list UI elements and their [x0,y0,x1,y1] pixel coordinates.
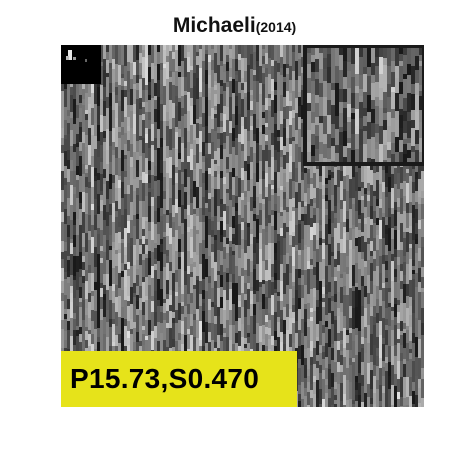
deblurred-image-panel: P15.73,S0.470 [61,45,424,407]
blur-kernel-inset [61,45,101,84]
zoom-inset-texture [307,48,422,162]
zoom-inset [303,45,424,166]
method-name: Michaeli [172,14,256,37]
psnr-ssim-label: P15.73,S0.470 [61,351,297,407]
figure-title: Michaeli(2014) [0,14,469,38]
method-year: (2014) [255,19,297,35]
